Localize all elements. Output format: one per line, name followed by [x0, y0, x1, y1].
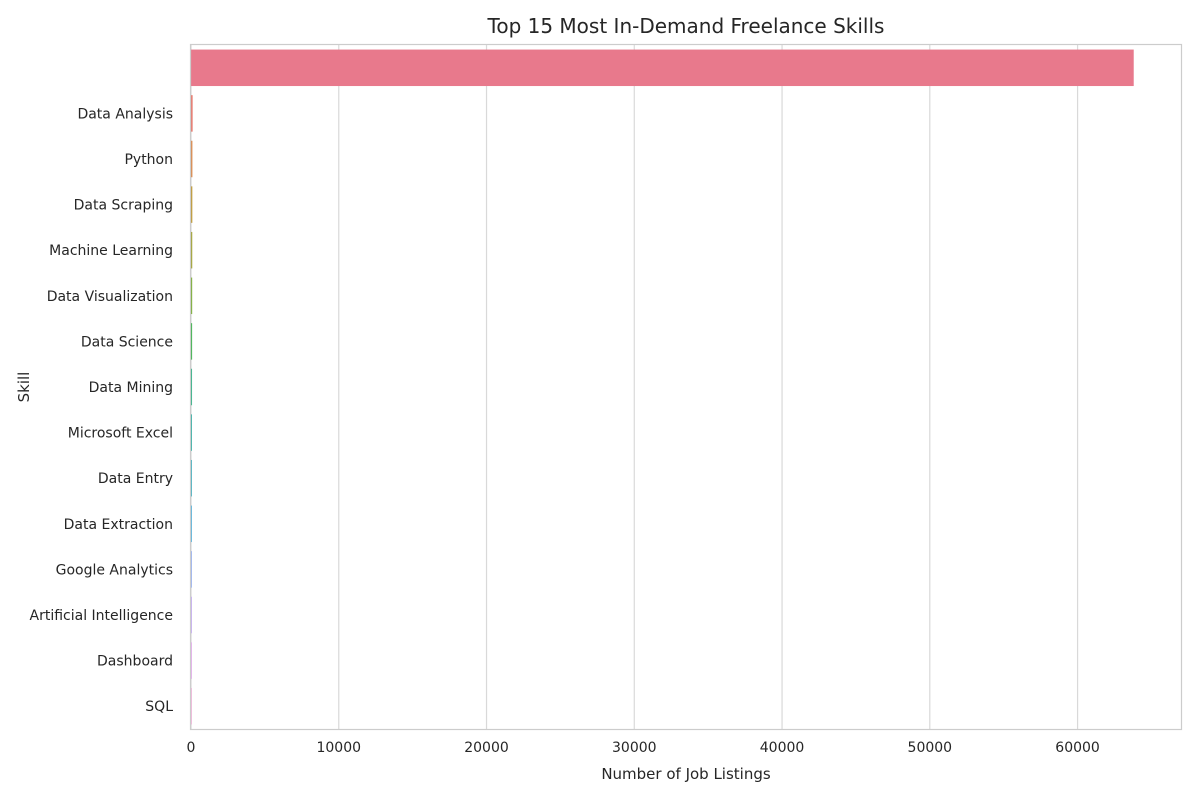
x-tick-label: 60000 — [1055, 740, 1100, 756]
x-axis-label: Number of Job Listings — [601, 765, 771, 783]
y-tick-label: Google Analytics — [56, 562, 173, 578]
bar — [191, 231, 193, 269]
x-tick-label: 10000 — [316, 740, 361, 756]
y-axis-label: Skill — [15, 372, 33, 403]
bar — [191, 277, 193, 315]
bar — [191, 687, 192, 725]
x-tick-label: 40000 — [760, 740, 805, 756]
bar — [191, 459, 192, 497]
bars — [191, 49, 1134, 725]
y-tick-label: Machine Learning — [49, 243, 173, 259]
grid-lines — [190, 45, 1079, 729]
y-tick-label: Data Mining — [89, 380, 173, 396]
y-tick-label: Python — [124, 152, 173, 168]
chart-title: Top 15 Most In-Demand Freelance Skills — [487, 14, 885, 38]
bar — [191, 414, 192, 451]
bar — [191, 642, 192, 679]
y-tick-label: Microsoft Excel — [68, 426, 173, 442]
x-tick-label: 50000 — [908, 740, 953, 756]
x-tick-labels: 0 10000 20000 30000 40000 50000 60000 — [187, 740, 1100, 756]
y-tick-label: Data Scraping — [74, 198, 173, 214]
bar — [191, 49, 1134, 87]
y-tick-label: Data Science — [81, 334, 173, 350]
y-tick-labels: Data Analysis Python Data Scraping Machine … — [30, 106, 174, 715]
bar — [191, 95, 193, 132]
y-tick-label: Data Visualization — [47, 289, 173, 305]
bar — [191, 368, 193, 406]
bar — [191, 551, 192, 588]
y-tick-label: Data Entry — [98, 471, 173, 487]
plot-frame — [189, 43, 1183, 731]
x-tick-label: 30000 — [612, 740, 657, 756]
bar — [191, 505, 192, 543]
bar — [191, 323, 193, 360]
y-tick-label: Dashboard — [97, 654, 173, 670]
y-tick-label: Data Analysis — [77, 106, 173, 122]
y-tick-label: Artificial Intelligence — [30, 608, 174, 624]
y-tick-label: SQL — [145, 699, 173, 715]
bar — [191, 140, 193, 178]
bar — [191, 186, 193, 223]
y-tick-label: Data Extraction — [64, 517, 173, 533]
x-tick-label: 20000 — [464, 740, 509, 756]
bar — [191, 596, 192, 634]
x-tick-label: 0 — [187, 740, 196, 756]
